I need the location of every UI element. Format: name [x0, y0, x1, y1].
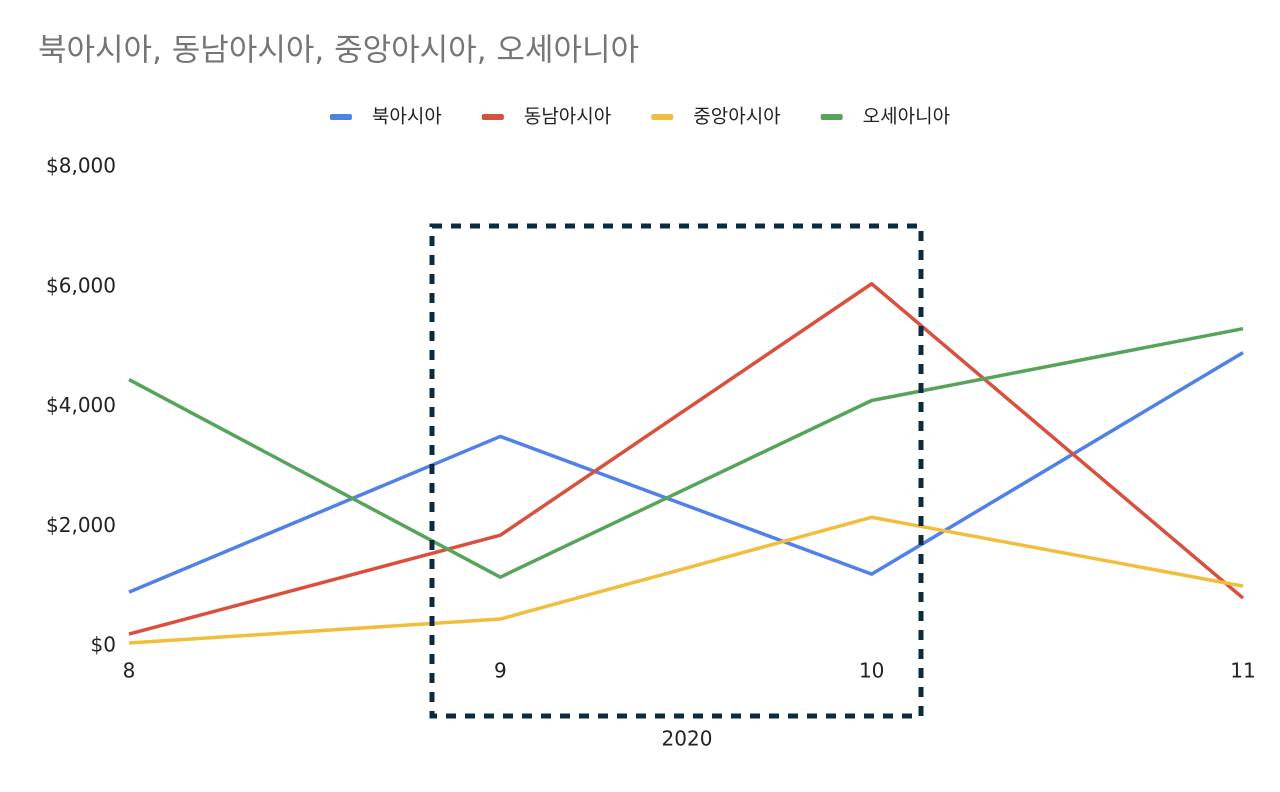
series-line	[128, 351, 1244, 594]
highlight-box	[429, 223, 924, 719]
x-tick-label: 9	[494, 659, 507, 683]
y-tick-label: $6,000	[46, 273, 116, 297]
legend-swatch	[329, 114, 352, 120]
x-axis-label: 2020	[662, 727, 713, 751]
series-line	[128, 282, 1245, 636]
legend-label: 오세아니아	[863, 106, 950, 128]
legend-swatch	[651, 114, 674, 120]
y-tick-label: $2,000	[46, 513, 116, 537]
legend-swatch	[820, 114, 843, 120]
legend-label: 동남아시아	[524, 106, 611, 128]
y-tick-label: $0	[91, 633, 116, 657]
series-line	[128, 326, 1244, 579]
y-tick-label: $4,000	[46, 393, 116, 417]
chart-title: 북아시아, 동남아시아, 중앙아시아, 오세아니아	[38, 33, 639, 69]
legend-label: 중앙아시아	[693, 106, 780, 128]
x-tick-label: 10	[859, 659, 884, 683]
legend-label: 북아시아	[372, 106, 442, 128]
y-tick-label: $8,000	[46, 154, 116, 178]
legend-swatch	[481, 114, 504, 120]
x-tick-label: 11	[1230, 659, 1255, 683]
series-line	[128, 515, 1244, 645]
x-tick-label: 8	[123, 659, 136, 683]
